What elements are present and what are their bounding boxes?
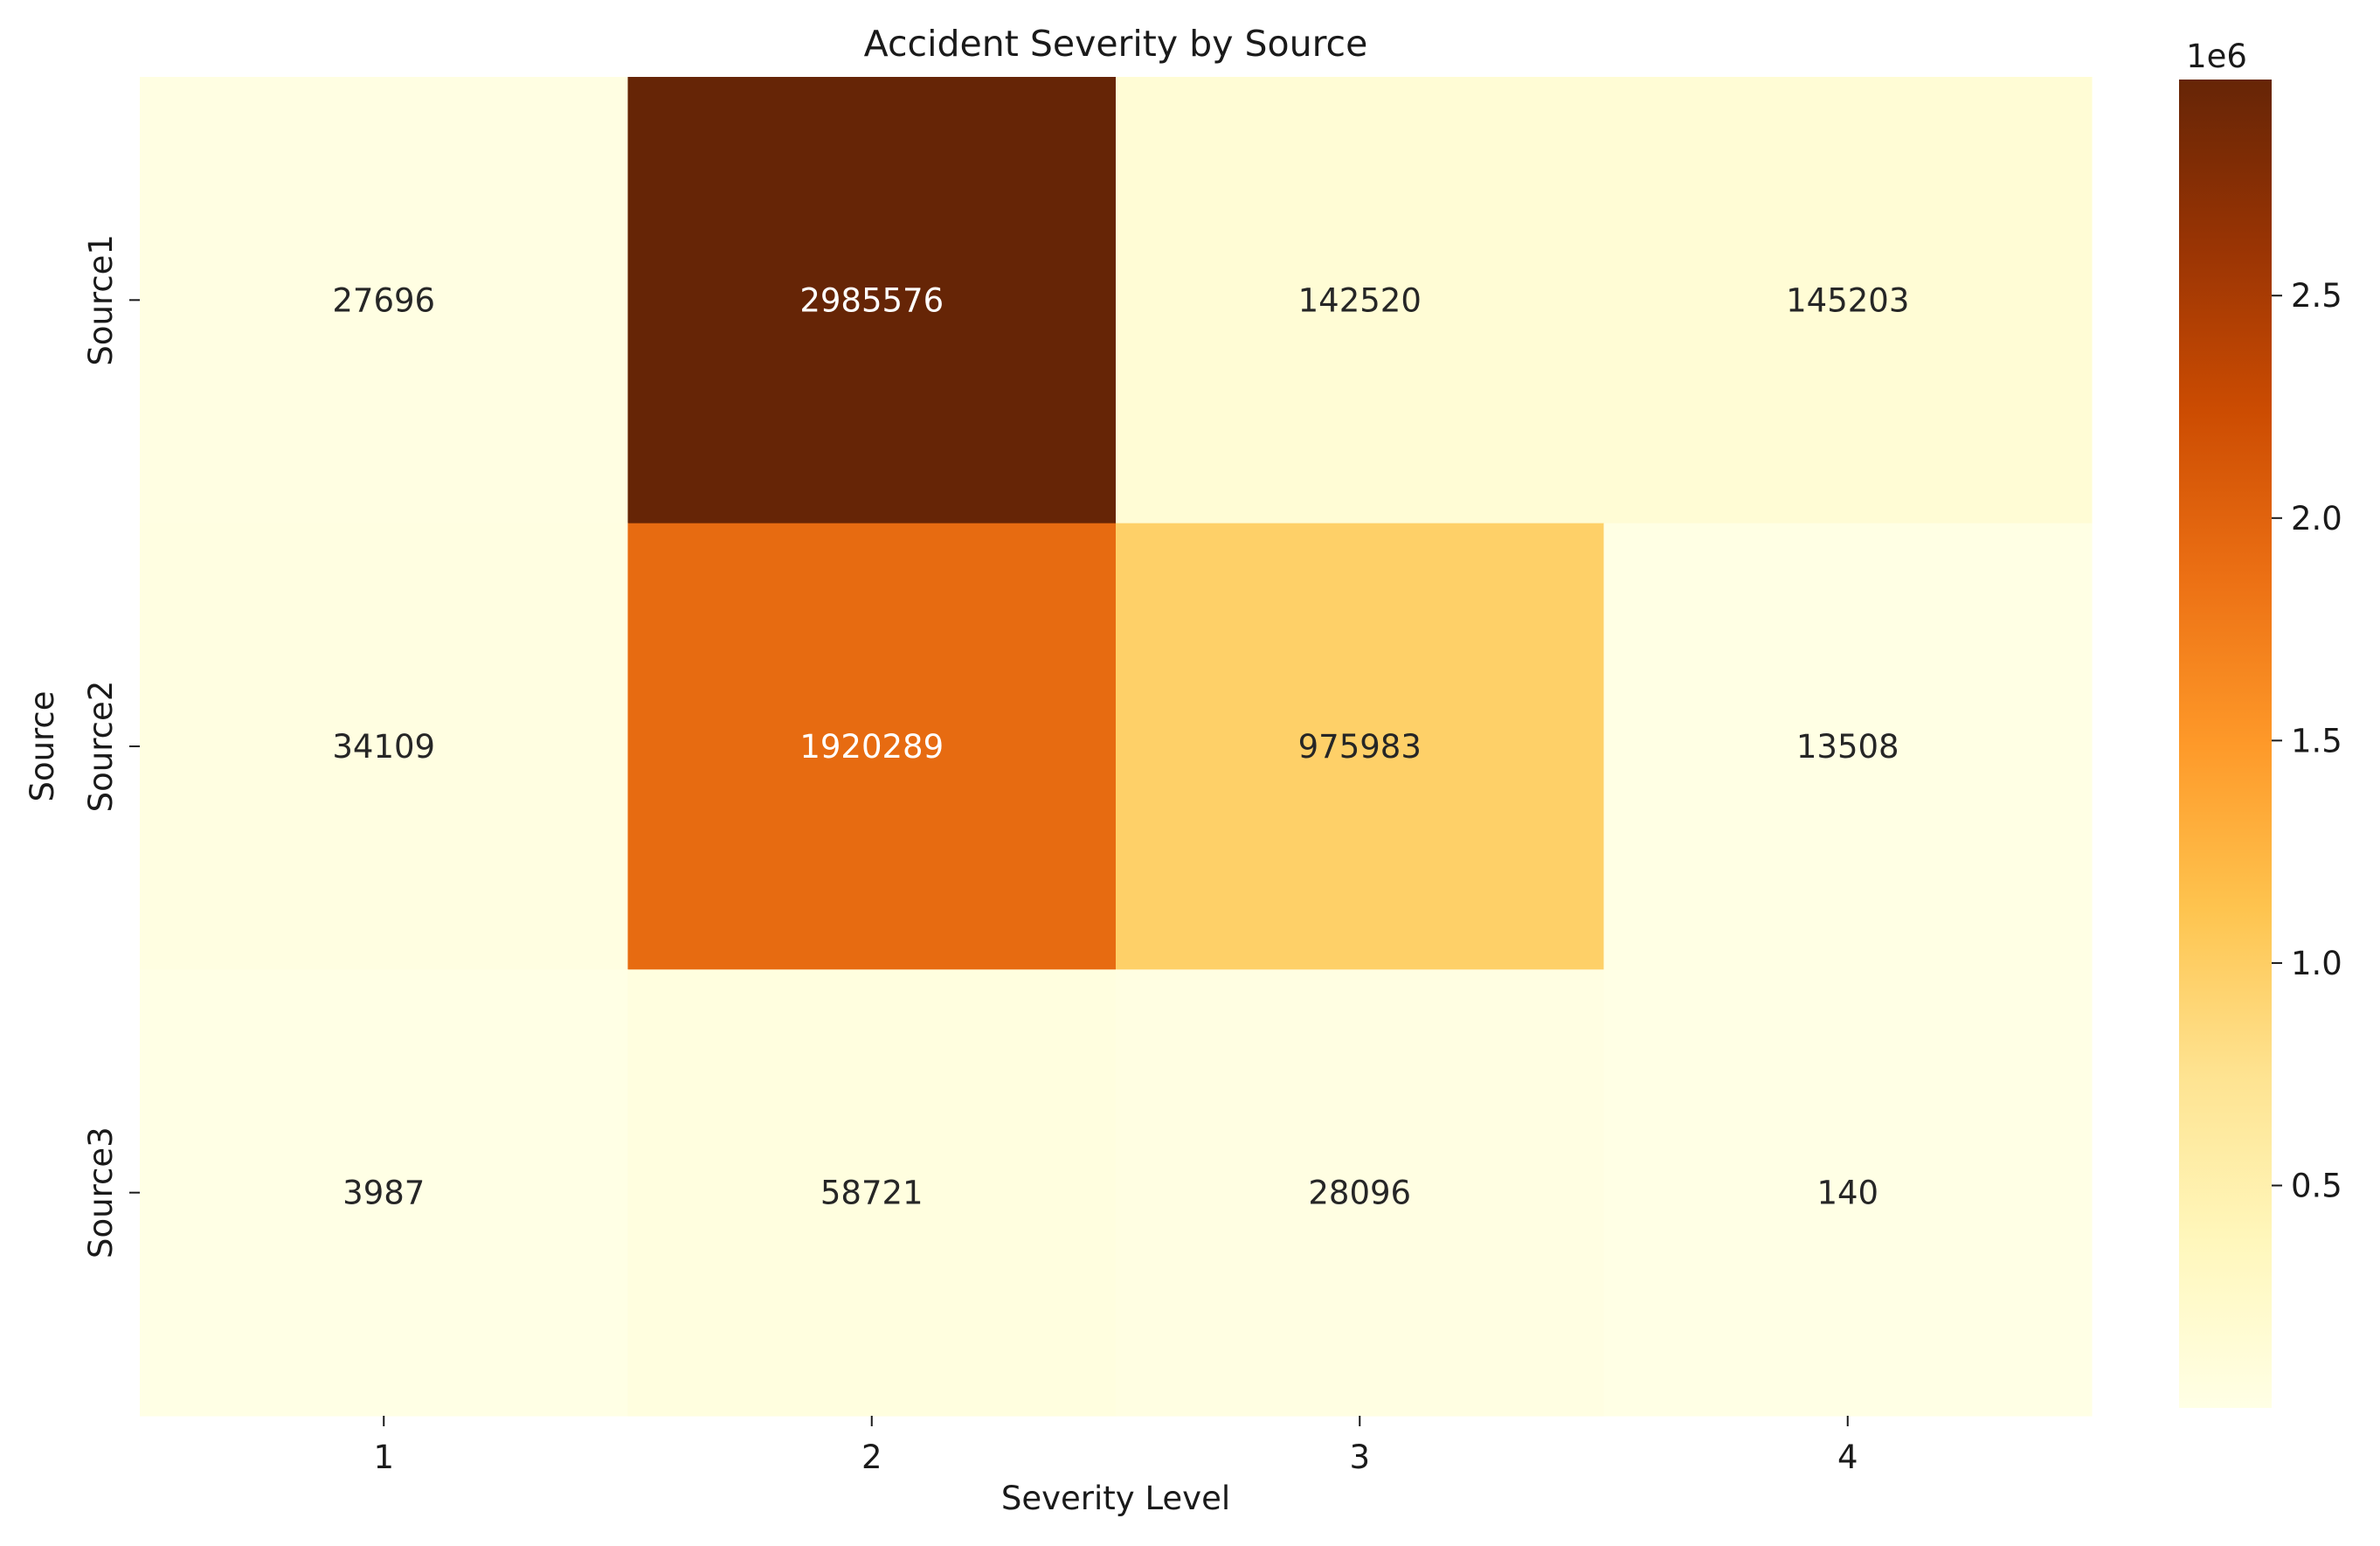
y-axis-label: Source [24, 690, 61, 801]
cell-value-label: 27696 [332, 281, 435, 319]
cell-value-label: 28096 [1308, 1175, 1411, 1212]
x-tick-label: 3 [1349, 1439, 1370, 1476]
cell-value-label: 140 [1816, 1175, 1878, 1212]
x-tick-label: 4 [1837, 1439, 1858, 1476]
heatmap-cell [1116, 969, 1605, 1417]
heatmap-cell-labels: 27696 2985576 142520 145203 34109 1920289 9759… [332, 281, 1909, 1211]
x-axis-label: Severity Level [1001, 1480, 1230, 1517]
cell-value-label: 13508 [1796, 728, 1899, 766]
heatmap-cell [1116, 77, 1605, 524]
cell-value-label: 145203 [1786, 281, 1909, 319]
heatmap-cell [140, 969, 629, 1417]
heatmap-cell [1603, 523, 2093, 970]
y-tick-label: Source1 [82, 234, 120, 366]
x-tick-label: 2 [861, 1439, 882, 1476]
cell-value-label: 2985576 [799, 281, 944, 319]
heatmap-cell [1603, 969, 2093, 1417]
x-axis: 1 2 3 4 [373, 1416, 1858, 1476]
colorbar-scale-label: 1e6 [2186, 38, 2247, 75]
x-tick-label: 1 [373, 1439, 394, 1476]
heatmap-cell [140, 523, 629, 970]
cell-value-label: 975983 [1298, 728, 1422, 766]
chart-title: Accident Severity by Source [864, 23, 1368, 65]
heatmap-cell [1603, 77, 2093, 524]
heatmap-cell [627, 969, 1117, 1417]
cell-value-label: 142520 [1298, 281, 1422, 319]
colorbar-tick-label: 2.5 [2291, 277, 2342, 315]
colorbar-tick-label: 2.0 [2291, 500, 2342, 537]
heatmap-cell [1116, 523, 1605, 970]
y-tick-label: Source3 [82, 1127, 120, 1258]
cell-value-label: 1920289 [799, 728, 944, 766]
colorbar-tick-label: 0.5 [2291, 1168, 2342, 1205]
colorbar: 1e6 0.5 1.0 1.5 2.0 2.5 [2179, 38, 2342, 1408]
colorbar-tick-label: 1.0 [2291, 945, 2342, 982]
heatmap-cell [627, 77, 1117, 524]
colorbar-gradient [2179, 80, 2272, 1408]
heatmap-cell [627, 523, 1117, 970]
heatmap-cells [140, 77, 2093, 1417]
cell-value-label: 34109 [332, 728, 435, 766]
y-axis: Source1 Source2 Source3 [82, 234, 140, 1258]
y-tick-label: Source2 [82, 681, 120, 813]
cell-value-label: 58721 [820, 1175, 924, 1212]
heatmap-cell [140, 77, 629, 524]
colorbar-tick-label: 1.5 [2291, 722, 2342, 759]
cell-value-label: 3987 [342, 1175, 425, 1212]
